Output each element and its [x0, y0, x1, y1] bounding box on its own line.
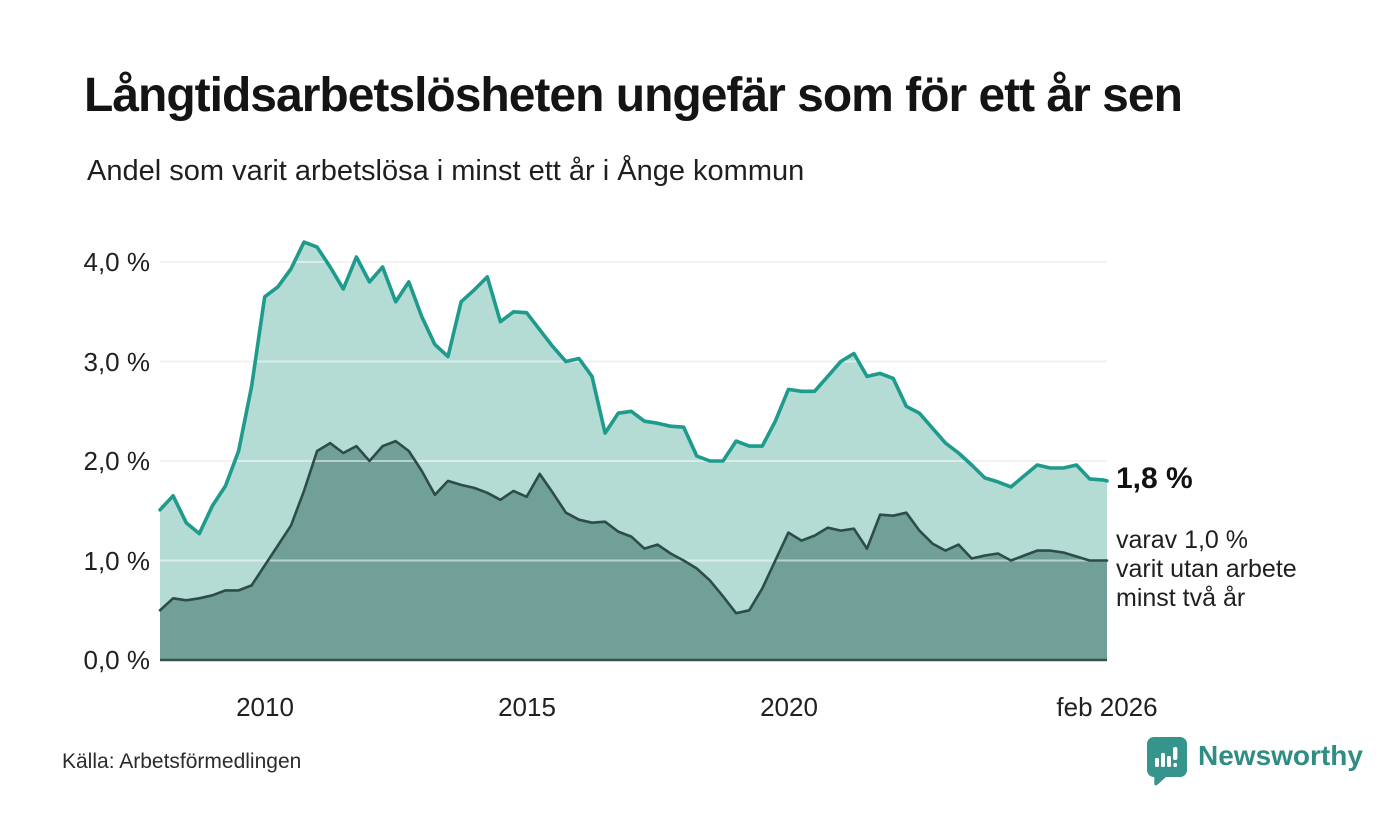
- newsworthy-logo: Newsworthy: [1146, 736, 1363, 786]
- y-tick-label: 1,0 %: [83, 546, 151, 576]
- latest-value-sub-label: varav 1,0 % varit utan arbete minst två …: [1116, 526, 1297, 613]
- y-tick-label: 0,0 %: [83, 645, 151, 675]
- page-subtitle: Andel som varit arbetslösa i minst ett å…: [87, 155, 805, 187]
- page-title: Långtidsarbetslösheten ungefär som för e…: [84, 69, 1183, 122]
- y-tick-label: 3,0 %: [83, 347, 151, 377]
- sub-label-line: varit utan arbete: [1116, 555, 1297, 583]
- sub-label-line: varav 1,0 %: [1116, 526, 1249, 554]
- x-tick-label: 2010: [236, 692, 294, 722]
- y-tick-label: 2,0 %: [83, 446, 151, 476]
- sub-label-line: minst två år: [1116, 584, 1246, 612]
- unemployment-area-chart: [158, 240, 1109, 662]
- brand-name: Newsworthy: [1198, 740, 1363, 771]
- y-tick-label: 4,0 %: [83, 247, 151, 277]
- x-tick-label: 2020: [760, 692, 818, 722]
- source-note: Källa: Arbetsförmedlingen: [62, 750, 302, 773]
- newsworthy-bubble-icon: [1147, 737, 1187, 786]
- x-tick-label: feb 2026: [1056, 692, 1158, 722]
- latest-value-label: 1,8 %: [1116, 462, 1193, 495]
- x-tick-label: 2015: [498, 692, 556, 722]
